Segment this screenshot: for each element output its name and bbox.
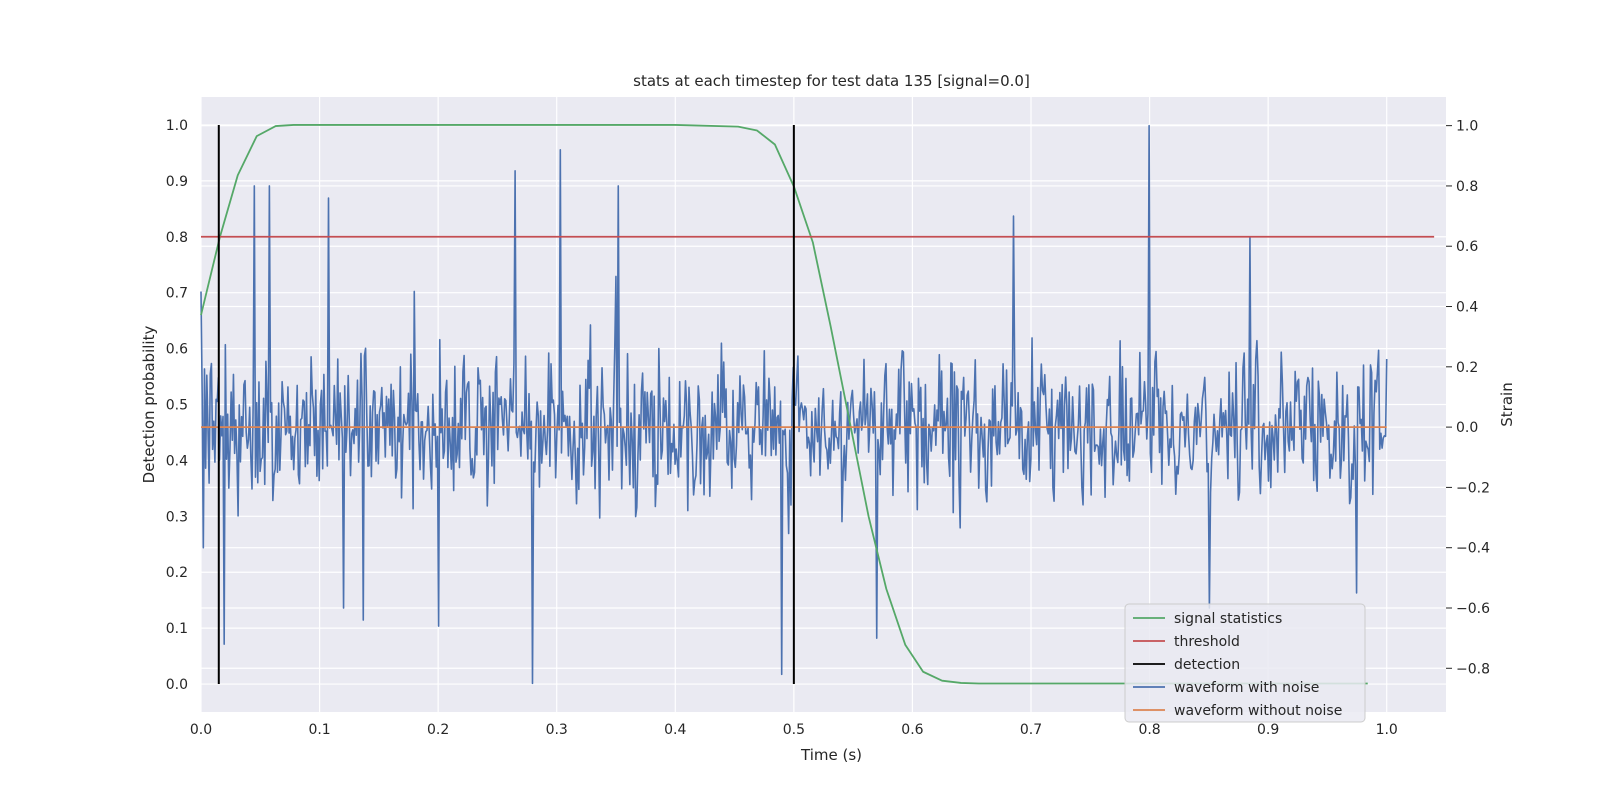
legend-box [1124, 603, 1366, 723]
y-axis-label: Detection probability [140, 326, 158, 484]
series-signal-statistics [200, 124, 1368, 685]
y-tick-label: 0.4 [166, 453, 188, 469]
tick-labels: 0.0 0.1 0.2 0.3 0.4 0.5 0.6 0.7 0.8 0.9 1.0 0.0 0.1 0… [166, 118, 1490, 738]
y-tick-label: 0.3 [166, 509, 188, 525]
x-tick-label: 0.1 [308, 722, 330, 738]
legend: signal statistics threshold detection wavef… [1124, 603, 1366, 723]
x-tick-label: 0.3 [546, 722, 568, 738]
series-lines [200, 124, 1435, 685]
x-tick-label: 0.0 [190, 722, 212, 738]
legend-entry: waveform without noise [1174, 703, 1342, 719]
y2-tick-label: 1.0 [1456, 119, 1478, 135]
y-tick-label: 0.6 [166, 342, 188, 358]
x-tick-label: 1.0 [1376, 722, 1398, 738]
y-tick-label: 0.9 [166, 174, 188, 190]
y2-tick-label: 0.2 [1456, 360, 1478, 376]
y2-tick-label: −0.4 [1456, 541, 1490, 557]
legend-entry: threshold [1174, 634, 1240, 650]
x-tick-label: 0.2 [427, 722, 449, 738]
legend-entry: signal statistics [1174, 611, 1282, 627]
x-tick-label: 0.8 [1138, 722, 1160, 738]
y-tick-label: 0.8 [166, 230, 188, 246]
y2-tick-label: 0.6 [1456, 239, 1478, 255]
x-tick-label: 0.4 [664, 722, 686, 738]
y-tick-label: 0.7 [166, 286, 188, 302]
y-tick-label: 0.0 [166, 677, 188, 693]
legend-entry: detection [1174, 657, 1240, 673]
y-tick-label: 0.5 [166, 398, 188, 414]
y2-tick-label: −0.8 [1456, 661, 1490, 677]
y2-axis-label: Strain [1498, 382, 1516, 426]
x-tick-label: 0.6 [901, 722, 923, 738]
x-tick-label: 0.5 [783, 722, 805, 738]
y-tick-label: 0.2 [166, 565, 188, 581]
y2-tick-label: 0.0 [1456, 420, 1478, 436]
chart-title: stats at each timestep for test data 135… [633, 72, 1030, 90]
x-axis-label: Time (s) [800, 746, 862, 764]
x-tick-label: 0.7 [1020, 722, 1042, 738]
y2-tick-label: −0.2 [1456, 480, 1490, 496]
x-tick-label: 0.9 [1257, 722, 1279, 738]
y2-tick-label: 0.4 [1456, 300, 1478, 316]
y-tick-label: 1.0 [166, 118, 188, 134]
y-tick-label: 0.1 [166, 621, 188, 637]
legend-entry: waveform with noise [1174, 680, 1319, 696]
y2-tick-label: 0.8 [1456, 179, 1478, 195]
y2-tick-label: −0.6 [1456, 601, 1490, 617]
